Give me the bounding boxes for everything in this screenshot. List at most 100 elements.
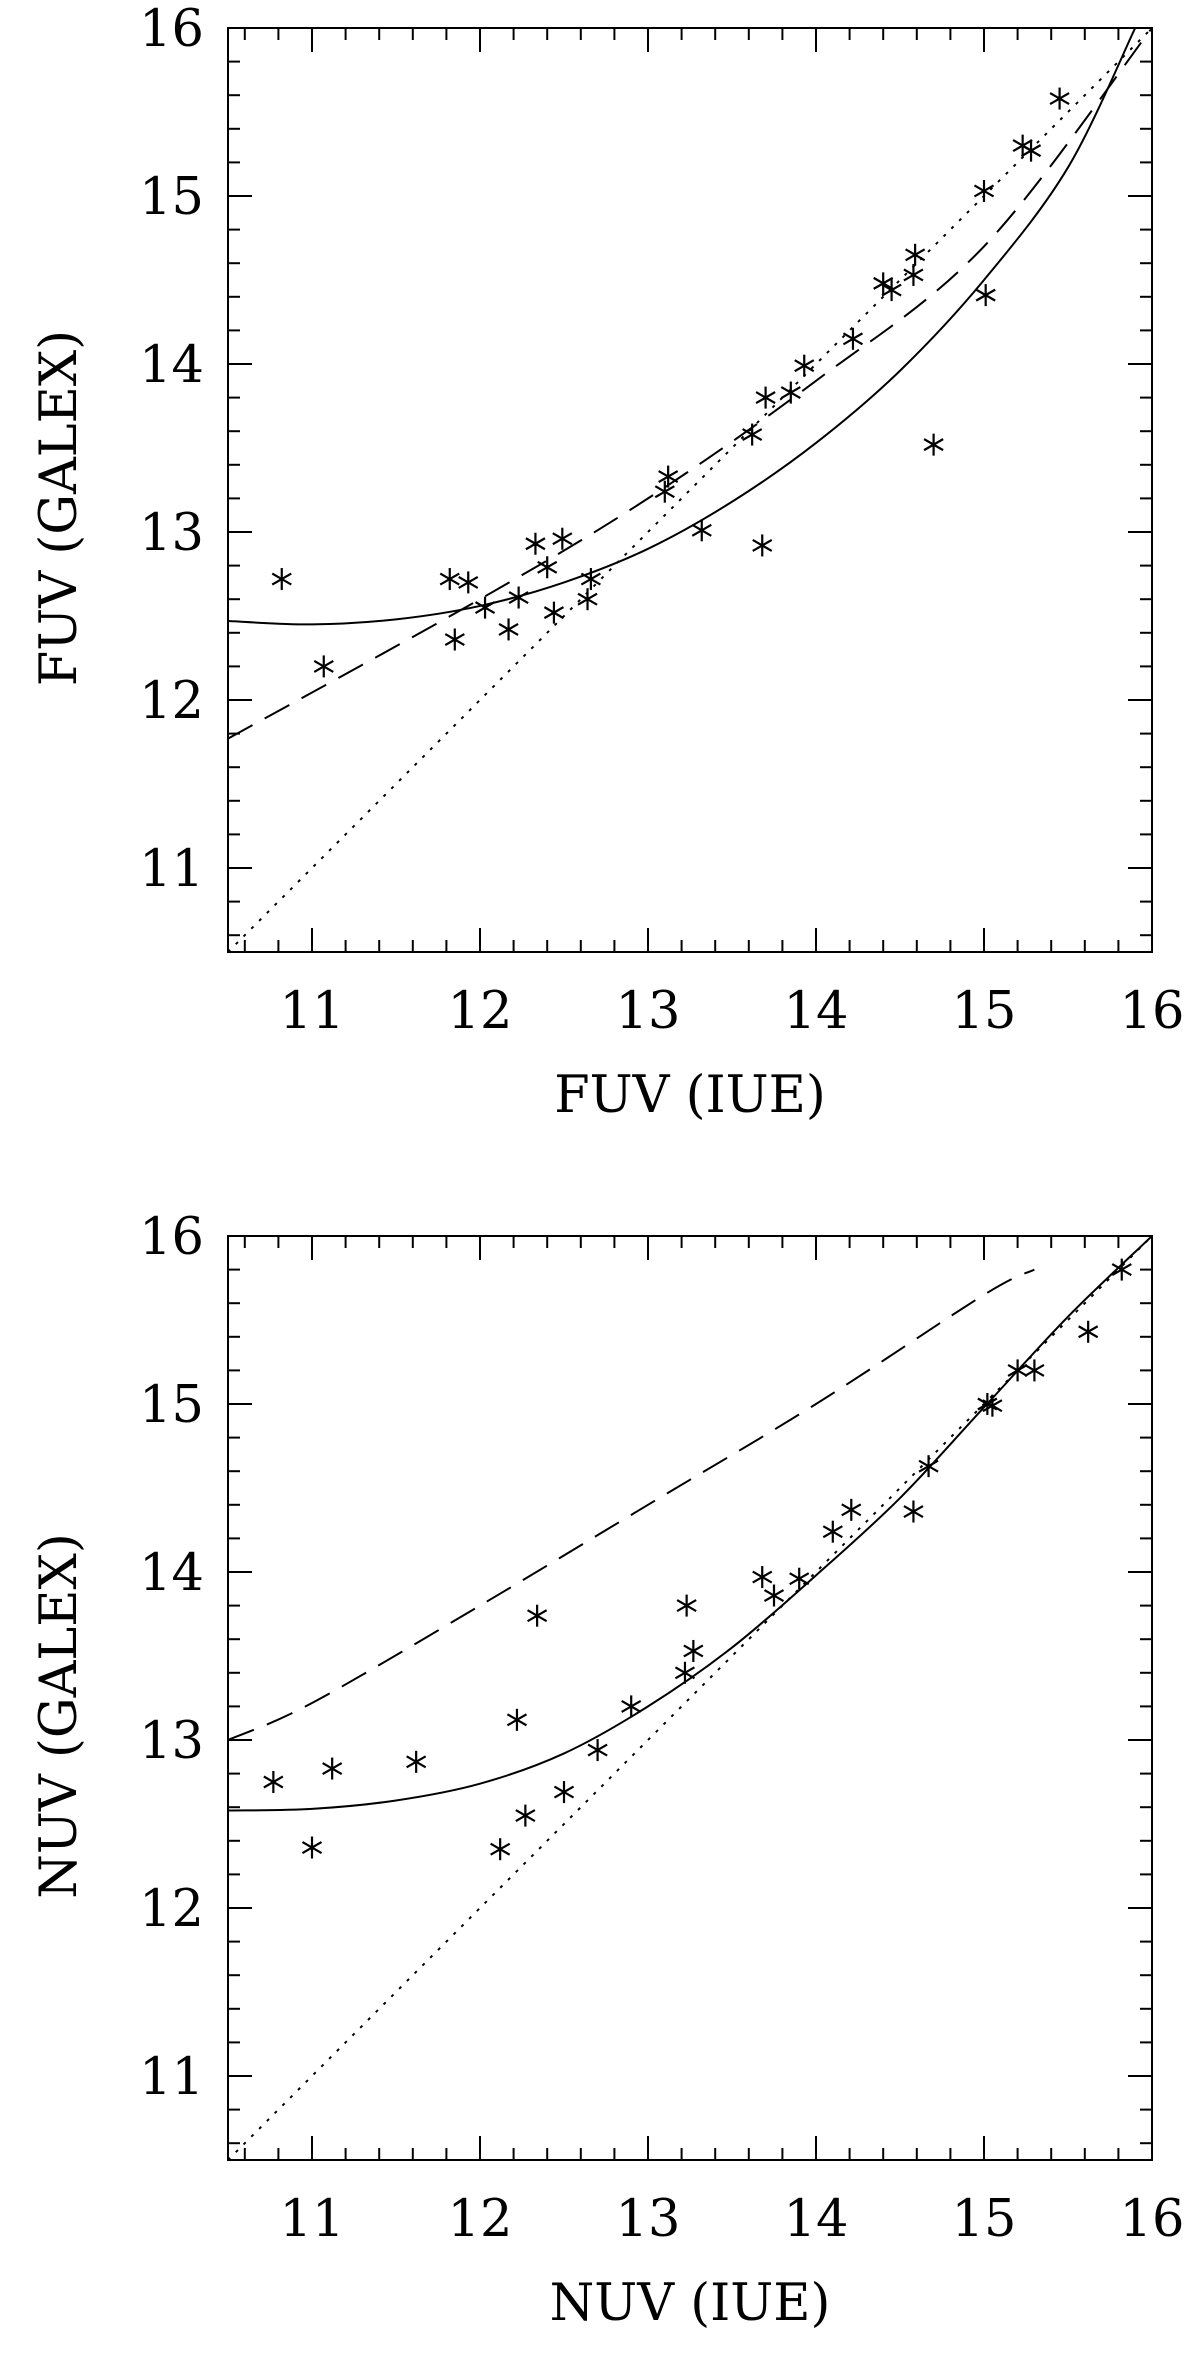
- data-point: [439, 568, 460, 591]
- plot-frame: [227, 1235, 1153, 2161]
- data-point: [444, 628, 465, 651]
- asterisk-stroke: [903, 268, 924, 282]
- data-point: [780, 381, 801, 404]
- data-point: [553, 1781, 575, 1804]
- data-point: [752, 534, 773, 557]
- fit-lines: [228, 28, 1152, 952]
- asterisk-stroke: [752, 538, 773, 552]
- asterisk-stroke: [918, 1459, 939, 1473]
- asterisk-stroke: [553, 1785, 575, 1799]
- data-point: [789, 1567, 810, 1590]
- x-tick-label: 14: [784, 982, 849, 1041]
- data-point: [691, 519, 712, 542]
- y-tick-label: 13: [139, 504, 204, 563]
- x-tick-label: 11: [280, 2190, 345, 2249]
- solid-fit-line: [228, 28, 1137, 626]
- asterisk-stroke: [406, 1755, 427, 1769]
- data-point: [301, 1836, 323, 1859]
- data-point: [1111, 1258, 1132, 1281]
- asterisk-stroke: [691, 523, 712, 537]
- asterisk-stroke: [881, 283, 902, 297]
- asterisk-stroke: [752, 1570, 773, 1584]
- x-tick-label: 16: [1120, 2190, 1185, 2249]
- y-tick-label: 11: [139, 2048, 204, 2107]
- data-point: [621, 1695, 642, 1718]
- asterisk-stroke: [923, 438, 944, 452]
- data-point: [406, 1750, 427, 1773]
- asterisk-stroke: [577, 592, 598, 606]
- asterisk-stroke: [683, 1644, 704, 1658]
- asterisk-stroke: [982, 1399, 1003, 1413]
- data-point: [474, 596, 496, 619]
- asterisk-stroke: [780, 386, 801, 400]
- data-point: [658, 465, 679, 488]
- data-point: [580, 568, 601, 591]
- asterisk-stroke: [794, 359, 815, 373]
- x-tick-label: 14: [784, 2190, 849, 2249]
- data-point: [587, 1739, 608, 1762]
- data-point: [1007, 1359, 1028, 1382]
- data-point: [752, 1566, 773, 1589]
- data-point: [313, 655, 334, 678]
- x-tick-label: 15: [952, 982, 1017, 1041]
- y-tick-label: 12: [139, 672, 204, 731]
- x-tick-label: 13: [616, 2190, 681, 2249]
- asterisk-stroke: [822, 1525, 843, 1539]
- data-point: [498, 618, 519, 641]
- asterisk-stroke: [1007, 1363, 1028, 1377]
- asterisk-stroke: [1078, 1325, 1099, 1339]
- data-point: [508, 586, 529, 609]
- asterisk-stroke: [506, 1713, 528, 1727]
- data-point: [923, 433, 944, 456]
- y-tick-label: 15: [139, 168, 204, 227]
- data-point: [515, 1804, 536, 1827]
- plot-frame: [227, 27, 1153, 953]
- asterisk-stroke: [1024, 1363, 1045, 1377]
- asterisk-stroke: [444, 633, 465, 646]
- data-point: [903, 1500, 924, 1523]
- asterisk-stroke: [658, 470, 679, 484]
- asterisk-stroke: [873, 276, 894, 290]
- one-to-one-dotted-line: [228, 28, 1152, 952]
- data-point: [905, 243, 926, 266]
- solid-fit-line: [228, 1236, 1152, 1812]
- asterisk-stroke: [527, 1609, 548, 1623]
- asterisk-stroke: [552, 532, 573, 546]
- asterisk-stroke: [742, 428, 763, 442]
- x-tick-label: 15: [952, 2190, 1017, 2249]
- asterisk-stroke: [1020, 144, 1042, 158]
- asterisk-stroke: [301, 1841, 323, 1854]
- fit-lines: [228, 1236, 1152, 2160]
- asterisk-stroke: [755, 391, 776, 405]
- data-point: [903, 263, 924, 286]
- data-point: [1024, 1359, 1045, 1382]
- asterisk-stroke: [905, 248, 926, 262]
- data-point: [263, 1771, 284, 1793]
- data-point: [676, 1594, 697, 1617]
- asterisk-stroke: [322, 1762, 343, 1776]
- asterisk-stroke: [263, 1775, 284, 1789]
- y-tick-label: 12: [139, 1880, 204, 1939]
- data-point: [1020, 139, 1042, 162]
- data-point: [841, 1498, 862, 1521]
- y-tick-label: 15: [139, 1376, 204, 1435]
- data-point: [537, 556, 558, 579]
- asterisk-stroke: [490, 1842, 511, 1856]
- asterisk-stroke: [587, 1743, 608, 1757]
- data-point: [1078, 1320, 1099, 1343]
- data-point: [842, 327, 864, 350]
- asterisk-stroke: [975, 288, 996, 302]
- asterisk-stroke: [537, 560, 558, 574]
- data-point: [527, 1604, 548, 1627]
- y-tick-label: 13: [139, 1712, 204, 1771]
- data-point: [552, 527, 573, 550]
- data-point: [654, 480, 675, 503]
- y-tick-label: 14: [139, 336, 204, 395]
- asterisk-stroke: [621, 1699, 642, 1713]
- asterisk-stroke: [439, 572, 460, 586]
- x-axis-label: NUV (IUE): [550, 2274, 831, 2333]
- data-point: [763, 1584, 785, 1607]
- data-point: [755, 386, 776, 409]
- data-point: [322, 1757, 343, 1780]
- asterisk-stroke: [580, 572, 601, 586]
